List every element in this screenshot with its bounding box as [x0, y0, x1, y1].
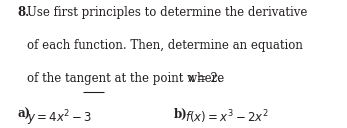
Text: a): a) [17, 108, 30, 121]
Text: x: x [188, 72, 195, 84]
Text: $y = 4x^2 - 3$: $y = 4x^2 - 3$ [27, 108, 92, 127]
Text: = 2.: = 2. [193, 72, 222, 84]
Text: $f(x) = x^3 - 2x^2$: $f(x) = x^3 - 2x^2$ [185, 108, 269, 125]
Text: Use first principles to determine the derivative: Use first principles to determine the de… [27, 6, 308, 19]
Text: of the tangent at the point where: of the tangent at the point where [27, 72, 228, 84]
Text: 8.: 8. [17, 6, 29, 19]
Text: of each function. Then, determine an equation: of each function. Then, determine an equ… [27, 39, 303, 52]
Text: b): b) [174, 108, 187, 121]
